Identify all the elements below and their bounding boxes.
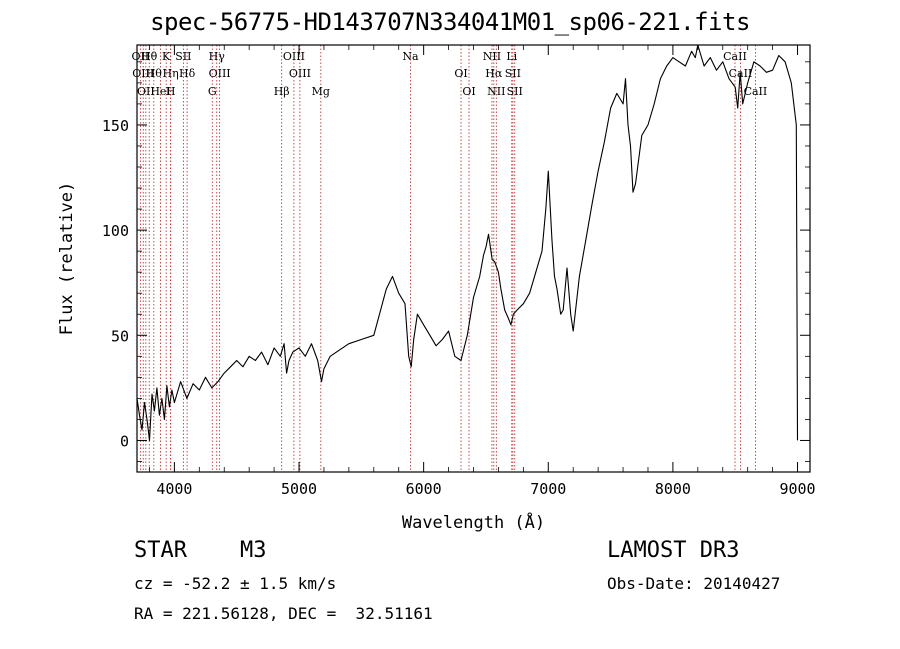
line-label-sii: SII — [175, 50, 191, 63]
line-label-li: Li — [506, 50, 517, 63]
line-label-oiii: OIII — [209, 67, 231, 80]
line-label-oii: OII — [137, 85, 155, 98]
line-label-oi: OI — [462, 85, 475, 98]
line-label-caii: CaII — [723, 50, 747, 63]
x-tick-label: 4000 — [156, 480, 192, 498]
line-label-oi: OI — [454, 67, 467, 80]
line-label-hδ: Hδ — [179, 67, 196, 80]
line-label-oii: OII — [132, 50, 150, 63]
x-tick-label: 9000 — [779, 480, 815, 498]
line-label-hθ: Hθ — [146, 67, 163, 80]
line-label-caii: CaII — [744, 85, 768, 98]
line-label-g: G — [208, 85, 217, 98]
line-label-sii: SII — [507, 85, 523, 98]
obs-date-text: Obs-Date: 20140427 — [607, 574, 781, 593]
x-tick-label: 7000 — [530, 480, 566, 498]
line-label-nii: NII — [487, 85, 505, 98]
line-label-oiii: OIII — [289, 67, 311, 80]
spectrum-line — [136, 44, 799, 441]
line-label-hθ: Hθ — [141, 50, 158, 63]
line-label-hβ: Hβ — [274, 85, 290, 98]
line-label-k: K — [162, 50, 171, 63]
redshift-text: cz = -52.2 ± 1.5 km/s — [134, 574, 337, 593]
line-label-hη: Hη — [163, 67, 179, 80]
y-tick-label: 150 — [102, 117, 129, 135]
line-label-mg: Mg — [312, 85, 330, 98]
y-axis-label: Flux (relative) — [57, 182, 77, 336]
radec-text: RA = 221.56128, DEC = 32.51161 — [134, 604, 433, 623]
y-tick-label: 100 — [102, 222, 129, 240]
line-label-hγ: Hγ — [209, 50, 226, 63]
y-tick-label: 50 — [111, 327, 129, 345]
plot-frame — [136, 44, 811, 473]
line-label-sii: SII — [505, 67, 521, 80]
chart-title: spec-56775-HD143707N334041M01_sp06-221.f… — [150, 8, 750, 36]
x-tick-label: 8000 — [655, 480, 691, 498]
line-label-hei: HeI — [150, 85, 170, 98]
line-label-na: Na — [402, 50, 419, 63]
x-axis-label: Wavelength (Å) — [402, 511, 545, 533]
line-label-oiii: OIII — [132, 67, 154, 80]
line-label-nii: NII — [483, 50, 501, 63]
x-tick-label: 6000 — [406, 480, 442, 498]
line-label-oiii: OIII — [283, 50, 305, 63]
line-label-hα: Hα — [485, 67, 503, 80]
x-tick-label: 5000 — [281, 480, 317, 498]
survey-label: LAMOST DR3 — [607, 538, 740, 563]
object-class: STAR — [134, 538, 187, 563]
y-tick-label: 0 — [120, 432, 129, 450]
object-subclass: M3 — [240, 538, 267, 563]
line-label-h: H — [166, 85, 176, 98]
